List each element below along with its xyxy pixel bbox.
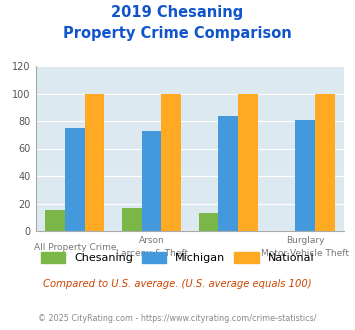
- Bar: [238, 93, 258, 231]
- Text: Arson: Arson: [139, 236, 164, 245]
- Legend: Chesaning, Michigan, National: Chesaning, Michigan, National: [37, 249, 318, 267]
- Bar: [142, 131, 162, 231]
- Bar: [65, 128, 85, 231]
- Text: © 2025 CityRating.com - https://www.cityrating.com/crime-statistics/: © 2025 CityRating.com - https://www.city…: [38, 314, 317, 323]
- Bar: [85, 93, 104, 231]
- Text: Property Crime Comparison: Property Crime Comparison: [63, 26, 292, 41]
- Bar: [122, 208, 142, 231]
- Bar: [199, 213, 218, 231]
- Bar: [162, 93, 181, 231]
- Text: All Property Crime: All Property Crime: [34, 243, 116, 251]
- Bar: [218, 115, 238, 231]
- Text: Burglary: Burglary: [286, 236, 324, 245]
- Text: Compared to U.S. average. (U.S. average equals 100): Compared to U.S. average. (U.S. average …: [43, 279, 312, 289]
- Bar: [45, 211, 65, 231]
- Text: 2019 Chesaning: 2019 Chesaning: [111, 5, 244, 20]
- Bar: [295, 120, 315, 231]
- Text: Motor Vehicle Theft: Motor Vehicle Theft: [261, 249, 349, 258]
- Text: Larceny & Theft: Larceny & Theft: [115, 249, 188, 258]
- Bar: [315, 93, 334, 231]
